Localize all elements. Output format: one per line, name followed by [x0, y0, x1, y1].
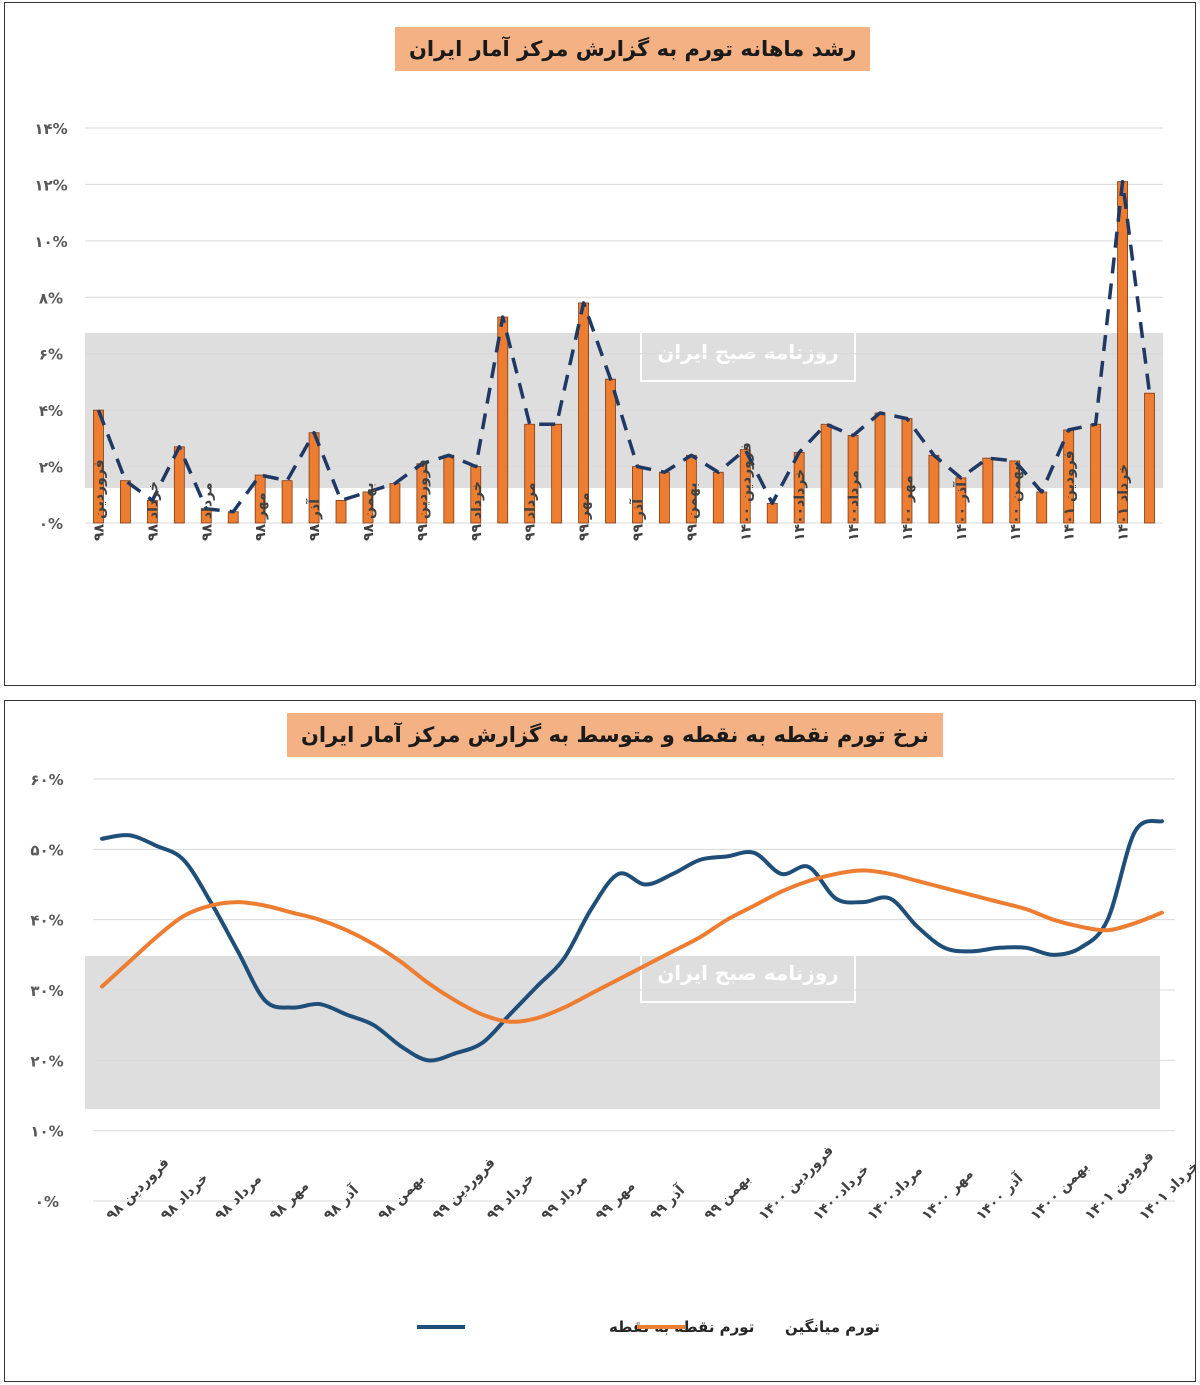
y-tick-label: ۲۰%: [30, 1052, 63, 1070]
monthly-inflation-title: رشد ماهانه تورم به گزارش مرکز آمار ایران: [395, 27, 871, 71]
bar: [739, 449, 751, 524]
x-tick-label: مرداد ۹۸: [212, 1171, 265, 1224]
y-tick-label: ۱۴%: [34, 120, 67, 138]
x-tick-label: بهمن ۹۸: [375, 1171, 428, 1224]
bar: [578, 302, 589, 524]
series-line-point-to-point: [100, 818, 1164, 1063]
y-tick-label: ۱۰%: [34, 233, 67, 251]
x-tick-label: خرداد ۱۴۰۱: [1116, 464, 1132, 541]
bar: [281, 480, 293, 524]
x-tick-label: فروردین ۹۹: [415, 459, 431, 541]
bar: [1144, 392, 1155, 524]
watermark-label: روزنامه صبح ایران: [640, 943, 856, 1003]
bar: [605, 378, 616, 524]
inflation-rate-panel: نرخ تورم نقطه به نقطه و متوسط به گزارش م…: [4, 700, 1196, 1382]
x-tick-label: مهر ۱۴۰۰: [900, 475, 916, 541]
bar: [120, 480, 131, 524]
series-line-average: [100, 868, 1164, 1024]
x-tick-label: آذر ۹۹: [646, 1181, 689, 1224]
x-tick-label: خرداد ۹۹: [484, 1170, 538, 1224]
bar: [254, 474, 266, 524]
y-tick-label: ۶%: [39, 346, 63, 364]
watermark-text: روزنامه صبح ایران: [657, 961, 839, 985]
x-tick-label: فروردین ۱۴۰۰: [738, 442, 754, 541]
watermark-label: روزنامه صبح ایران: [640, 322, 856, 382]
x-tick-label: مرداد۱۴۰۰: [846, 470, 862, 541]
y-tick-label: ۵۰%: [30, 841, 63, 859]
x-tick-label: مهر ۹۹: [577, 492, 593, 541]
y-tick-label: ۴%: [39, 402, 63, 420]
bar: [928, 454, 940, 524]
x-tick-label: آذر ۱۴۰۰: [952, 481, 970, 541]
x-tick-label: مرداد ۹۹: [538, 1171, 591, 1224]
x-tick-label: خرداد ۹۸: [158, 1170, 212, 1224]
x-tick-label: آذر ۱۴۰۰: [972, 1168, 1027, 1223]
trend-line: [96, 179, 1152, 514]
x-tick-label: مرداد ۹۹: [523, 482, 539, 541]
inflation-rate-chart: روزنامه صبح ایران۰%۱۰%۲۰%۳۰%۴۰%۵۰%۶۰%فرو…: [30, 771, 1195, 1336]
y-tick-label: ۰%: [39, 515, 63, 533]
y-tick-label: ۶۰%: [30, 771, 63, 789]
legend: تورم نقطه به نقطه تورم میانگین: [417, 1318, 880, 1336]
bar: [874, 412, 886, 524]
bar: [982, 457, 994, 524]
x-tick-label: مرداد۱۴۰۰: [865, 1162, 926, 1223]
bar: [1036, 491, 1048, 524]
x-tick-label: آذر ۹۸: [305, 498, 323, 541]
x-tick-label: مهر ۱۴۰۰: [919, 1166, 977, 1224]
x-tick-label: مرداد ۹۸: [199, 482, 215, 541]
bar: [551, 423, 563, 524]
y-tick-label: ۱۲%: [34, 176, 67, 194]
x-tick-label: مهر ۹۸: [253, 492, 269, 541]
bar: [443, 454, 455, 524]
bar: [389, 483, 401, 524]
x-tick-label: خرداد ۹۹: [469, 481, 485, 541]
x-tick-label: فرودین ۱۴۰۱: [1062, 450, 1078, 541]
bar: [1090, 423, 1102, 524]
bar: [712, 471, 724, 524]
bar: [335, 500, 347, 524]
x-tick-label: فروردین ۹۸: [91, 459, 107, 541]
watermark-text: روزنامه صبح ایران: [657, 340, 839, 364]
y-tick-label: ۱۰%: [30, 1123, 63, 1141]
bar: [362, 491, 374, 524]
watermark-band: [85, 956, 1160, 1109]
y-tick-label: ۴۰%: [30, 912, 63, 930]
bar: [820, 423, 832, 524]
inflation-rate-title: نرخ تورم نقطه به نقطه و متوسط به گزارش م…: [287, 713, 943, 757]
legend-label: تورم میانگین: [785, 1318, 880, 1336]
bar: [659, 471, 670, 524]
bar: [173, 446, 185, 524]
bar: [766, 502, 778, 524]
x-tick-label: خرداد ۹۸: [145, 481, 161, 541]
x-tick-label: بهمن ۹۹: [684, 483, 700, 541]
x-tick-label: بهمن ۹۹: [701, 1171, 754, 1224]
y-tick-label: ۰%: [35, 1193, 59, 1211]
x-tick-label: آذر ۹۹: [628, 498, 646, 541]
bar: [497, 316, 509, 524]
x-tick-label: بهمن ۹۸: [361, 483, 377, 541]
monthly-inflation-panel: رشد ماهانه تورم به گزارش مرکز آمار ایران…: [4, 2, 1196, 686]
y-tick-label: ۳۰%: [30, 982, 63, 1000]
x-tick-label: آذر ۹۸: [320, 1181, 363, 1224]
y-tick-label: ۲%: [39, 459, 63, 477]
x-tick-label: بهمن ۱۴۰۰: [1008, 465, 1024, 541]
bar: [524, 423, 536, 524]
y-tick-label: ۸%: [39, 289, 63, 307]
x-tick-label: خرداد۱۴۰۰: [792, 469, 808, 541]
monthly-inflation-chart: روزنامه صبح ایران ۰% ۲% ۴% ۶% ۸% ۱۰% ۱۲% ۱۴% فرور…: [34, 120, 1163, 541]
bar: [1009, 460, 1021, 524]
